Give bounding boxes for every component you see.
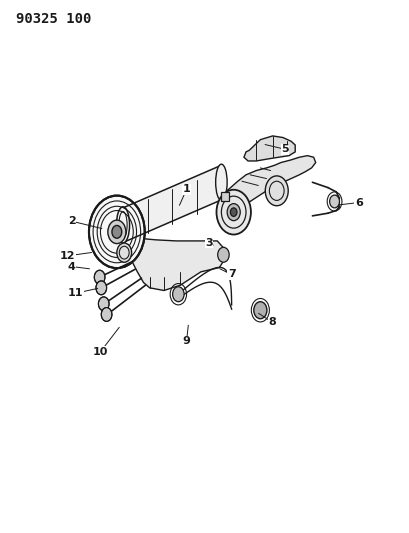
Text: 9: 9	[182, 336, 190, 346]
Polygon shape	[221, 192, 228, 201]
Text: 1: 1	[182, 184, 190, 194]
Ellipse shape	[215, 164, 227, 200]
Text: 90325 100: 90325 100	[16, 12, 91, 26]
Circle shape	[98, 297, 109, 311]
Text: 11: 11	[68, 288, 83, 298]
Text: 2: 2	[68, 216, 75, 226]
Circle shape	[216, 190, 250, 235]
Text: 10: 10	[92, 347, 108, 357]
Circle shape	[230, 208, 236, 216]
Polygon shape	[221, 156, 315, 214]
Ellipse shape	[116, 207, 129, 243]
Circle shape	[227, 204, 240, 221]
Text: 5: 5	[281, 144, 288, 154]
Circle shape	[96, 281, 106, 295]
Circle shape	[172, 287, 184, 302]
Circle shape	[265, 176, 288, 206]
Circle shape	[101, 308, 112, 321]
Text: 7: 7	[227, 270, 235, 279]
Circle shape	[117, 243, 131, 262]
Text: 12: 12	[60, 251, 75, 261]
Circle shape	[329, 195, 339, 208]
Circle shape	[217, 247, 229, 262]
Text: 8: 8	[268, 318, 276, 327]
Circle shape	[94, 270, 105, 284]
Polygon shape	[127, 237, 223, 290]
Circle shape	[253, 302, 266, 319]
Circle shape	[112, 225, 121, 238]
Text: 4: 4	[67, 262, 76, 271]
Text: 6: 6	[354, 198, 362, 207]
Circle shape	[89, 196, 144, 268]
Polygon shape	[123, 165, 221, 243]
Circle shape	[108, 220, 126, 244]
Text: 3: 3	[205, 238, 212, 247]
Polygon shape	[243, 136, 294, 161]
